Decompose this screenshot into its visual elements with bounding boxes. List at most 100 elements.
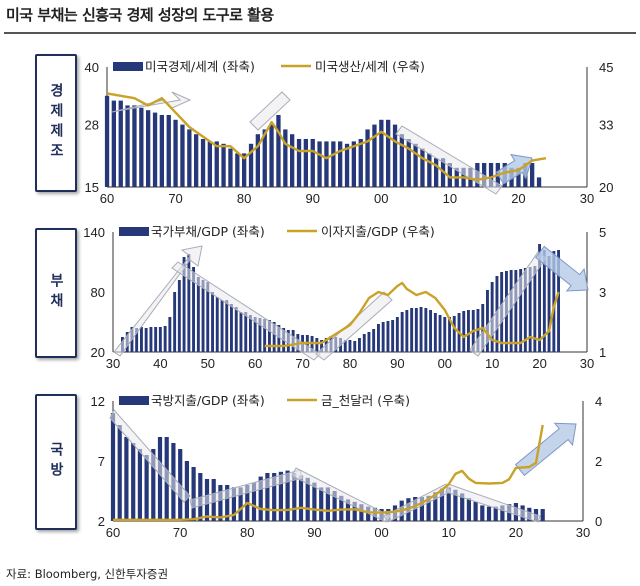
panel1-bar — [104, 95, 110, 187]
panel1-bar — [379, 119, 384, 187]
panel2-bar — [268, 320, 271, 352]
panel2-bar — [395, 317, 399, 352]
panel2-bar — [253, 317, 257, 352]
panel2-bar — [272, 322, 276, 352]
panel1-bar — [399, 134, 404, 187]
panel3-bar — [332, 491, 337, 521]
panel3-bar — [312, 482, 317, 521]
panel2-bar — [467, 310, 470, 352]
panel2-bar — [187, 254, 191, 352]
panel3-bar — [191, 467, 196, 521]
panel1-xtick-0: 60 — [100, 191, 114, 206]
panel2-bar — [140, 327, 143, 352]
panel2-xtick-0: 30 — [106, 356, 120, 371]
panel1-bar — [269, 124, 274, 187]
panel2-bar — [211, 292, 214, 352]
panel1-bar — [331, 141, 336, 187]
panel2-bar — [424, 308, 428, 352]
panel1-bar — [207, 141, 212, 187]
panel3-line-series — [113, 424, 544, 521]
panel2-bar — [381, 322, 385, 352]
panel2-bar — [343, 340, 347, 352]
panel2-ytick-left-0: 20 — [91, 345, 105, 360]
panel3-bar — [352, 501, 357, 521]
panel1-xtick-5: 10 — [443, 191, 457, 206]
panel2-xtick-1: 40 — [153, 356, 167, 371]
panel2-bar — [348, 340, 352, 352]
panel2-legend-bar-swatch — [119, 227, 149, 236]
panel3-bar — [419, 497, 424, 521]
panel1-bar — [152, 112, 158, 187]
panel2-bar — [173, 292, 177, 352]
panel3-ytick-right-0: 0 — [595, 514, 602, 529]
panel1-xtick-4: 00 — [374, 191, 388, 206]
panel3-bar — [258, 476, 263, 521]
panel3-bar — [305, 477, 310, 521]
panel3-bar — [460, 493, 465, 521]
panel2-bar — [177, 280, 181, 352]
panel2-bar — [277, 325, 281, 352]
panel1-bar — [413, 143, 418, 187]
panel3-bar — [466, 498, 471, 521]
panel3-bar — [184, 461, 189, 521]
panel1-bar — [338, 141, 343, 187]
panel1-line-series — [106, 92, 547, 181]
panel3-ytick-right-2: 4 — [595, 394, 602, 409]
panel-label-debt: 부채 — [35, 228, 77, 358]
panel1-bar — [344, 143, 350, 187]
panel3-bar — [433, 492, 438, 521]
panel3-xtick-6: 20 — [509, 525, 523, 540]
panel2-bar — [320, 340, 323, 352]
panel3-xtick-5: 10 — [441, 525, 455, 540]
panel1-bar — [214, 141, 219, 187]
panel3-xtick-4: 00 — [374, 525, 388, 540]
panel3-bar — [426, 495, 431, 521]
panel2-bar — [163, 326, 167, 352]
panel2-bar — [386, 321, 390, 352]
panel2-bar — [452, 316, 456, 352]
panel1-bar — [262, 129, 267, 187]
panel3-legend-bar-swatch — [119, 396, 149, 405]
panel2-legend-line-label: 이자지출/GDP (우축) — [321, 224, 435, 239]
panel1-ytick-left-1: 28 — [85, 118, 99, 133]
panel1-bar — [118, 100, 123, 187]
panel1-bar — [392, 124, 398, 187]
panel2-bar — [192, 267, 195, 352]
panel3-bar — [265, 473, 270, 521]
panel3-trend-arrow — [109, 409, 191, 503]
panel2-bar — [523, 268, 527, 352]
panel2-ytick-right-2: 5 — [599, 225, 606, 240]
panel2-bar — [149, 327, 153, 352]
panel3-bar — [272, 473, 277, 521]
panel1-trend-arrow — [249, 91, 291, 131]
panel2-bar — [220, 300, 224, 352]
panel3-bar — [124, 437, 129, 521]
panel2-bar — [377, 324, 380, 352]
panel1-bar — [200, 139, 206, 187]
panel3-xtick-3: 90 — [307, 525, 321, 540]
panel1-bar — [290, 134, 295, 187]
panel3-bar — [231, 487, 236, 521]
panel2-bar — [414, 308, 418, 352]
panel2-bar — [258, 318, 262, 352]
panel1-legend-bar-swatch — [113, 62, 143, 71]
panel3-bar — [144, 455, 149, 521]
panel3-bar — [151, 449, 156, 521]
panel1-bar — [132, 105, 137, 187]
panel1-bar — [434, 158, 439, 187]
panel2-bar — [552, 251, 556, 352]
panel2-bar — [528, 267, 532, 352]
panel2-bar — [225, 300, 229, 352]
panel1-bar — [166, 115, 171, 187]
panel3-bar — [453, 489, 458, 521]
panel1-bar — [530, 163, 535, 187]
panel1-ytick-right-1: 33 — [599, 118, 613, 133]
panel3-bar — [110, 413, 116, 521]
panel3-bar — [131, 443, 136, 521]
panel1-xtick-3: 90 — [305, 191, 319, 206]
source-note: 자료: Bloomberg, 신한투자증권 — [6, 567, 169, 581]
panel1-bar — [146, 110, 151, 187]
panel2-bar — [182, 257, 186, 352]
panel3-bar — [480, 505, 485, 521]
panel2-bar — [410, 308, 414, 352]
